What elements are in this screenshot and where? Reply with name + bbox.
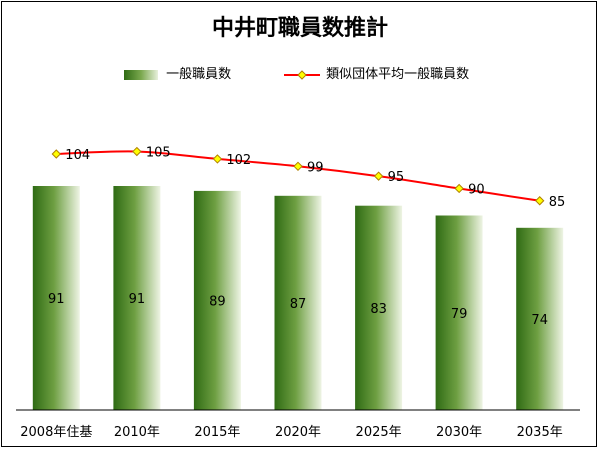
line-value-label-6: 85 xyxy=(549,195,566,210)
bar-value-label-3: 87 xyxy=(290,297,307,312)
legend-line-label: 類似団体平均一般職員数 xyxy=(326,67,470,82)
legend-bar-item: 一般職員数 xyxy=(122,63,231,83)
bar-0 xyxy=(32,186,80,410)
legend-line-item: 類似団体平均一般職員数 xyxy=(282,63,469,83)
x-tick-label-6: 2035年 xyxy=(517,425,563,440)
x-tick-label-5: 2030年 xyxy=(436,425,482,440)
line-value-label-3: 99 xyxy=(307,160,324,175)
line-value-label-0: 104 xyxy=(65,148,90,163)
line-marker-0 xyxy=(51,149,61,159)
x-tick-label-3: 2020年 xyxy=(275,425,321,440)
legend-bar-swatch xyxy=(124,69,158,80)
bar-value-label-0: 91 xyxy=(48,292,65,307)
bar-value-label-5: 79 xyxy=(451,307,468,322)
line-marker-6 xyxy=(535,196,545,206)
line-marker-1 xyxy=(132,146,142,157)
bar-4 xyxy=(355,205,403,410)
bar-value-label-2: 89 xyxy=(209,295,226,310)
legend-bar-label: 一般職員数 xyxy=(166,67,232,82)
bar-value-label-4: 83 xyxy=(370,302,387,317)
bar-value-label-1: 91 xyxy=(129,292,146,307)
line-value-label-2: 102 xyxy=(226,153,251,168)
line-value-label-1: 105 xyxy=(146,146,171,161)
x-tick-label-0: 2008年住基 xyxy=(20,425,92,440)
bar-6 xyxy=(516,227,564,410)
line-value-label-4: 95 xyxy=(388,170,405,185)
line-marker-5 xyxy=(454,183,464,194)
bar-2 xyxy=(193,190,241,410)
line-marker-3 xyxy=(293,161,303,172)
bar-value-label-6: 74 xyxy=(531,313,548,328)
legend-line-swatch xyxy=(284,69,320,80)
bar-1 xyxy=(113,186,161,410)
bar-3 xyxy=(274,195,322,410)
x-tick-label-4: 2025年 xyxy=(356,425,402,440)
x-tick-label-1: 2010年 xyxy=(114,425,160,440)
line-marker-2 xyxy=(212,154,223,164)
line-marker-4 xyxy=(373,171,384,181)
chart-title: 中井町職員数推計 xyxy=(211,16,388,41)
bar-5 xyxy=(435,215,483,410)
line-value-label-5: 90 xyxy=(468,183,485,198)
x-tick-label-2: 2015年 xyxy=(194,425,240,440)
